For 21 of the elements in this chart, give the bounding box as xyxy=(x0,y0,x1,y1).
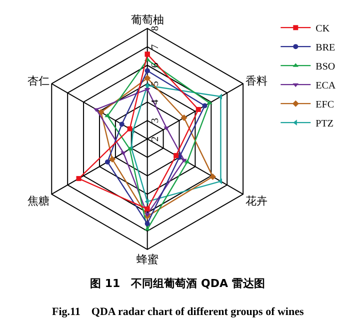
y-tick-label: 6 xyxy=(150,62,161,68)
legend-label: PTZ xyxy=(316,118,334,130)
caption: 图 11 不同组葡萄酒 QDA 雷达图 xyxy=(90,277,265,290)
spoke-label: 杏仁 xyxy=(27,74,50,88)
spoke-label: 葡萄柚 xyxy=(130,14,164,27)
y-tick-label: 3 xyxy=(150,118,161,124)
spoke-label: 花卉 xyxy=(245,194,268,208)
spoke-label: 焦糖 xyxy=(27,194,50,208)
spoke-label: 蜂蜜 xyxy=(136,253,158,266)
legend-label: EFC xyxy=(316,99,334,110)
legend-label: ECA xyxy=(316,80,336,92)
legend-label: BRE xyxy=(316,42,336,54)
y-tick-label: 5 xyxy=(150,81,161,86)
y-tick-label: 2 xyxy=(150,136,161,142)
y-tick-label: 7 xyxy=(150,44,161,50)
legend-label: BSO xyxy=(316,61,336,72)
caption: Fig.11 QDA radar chart of different groups of wines xyxy=(52,306,304,318)
y-tick-label: 4 xyxy=(150,100,161,105)
legend-label: CK xyxy=(316,23,330,34)
y-tick-label: 8 xyxy=(150,26,161,31)
spoke-label: 香料 xyxy=(245,74,268,88)
